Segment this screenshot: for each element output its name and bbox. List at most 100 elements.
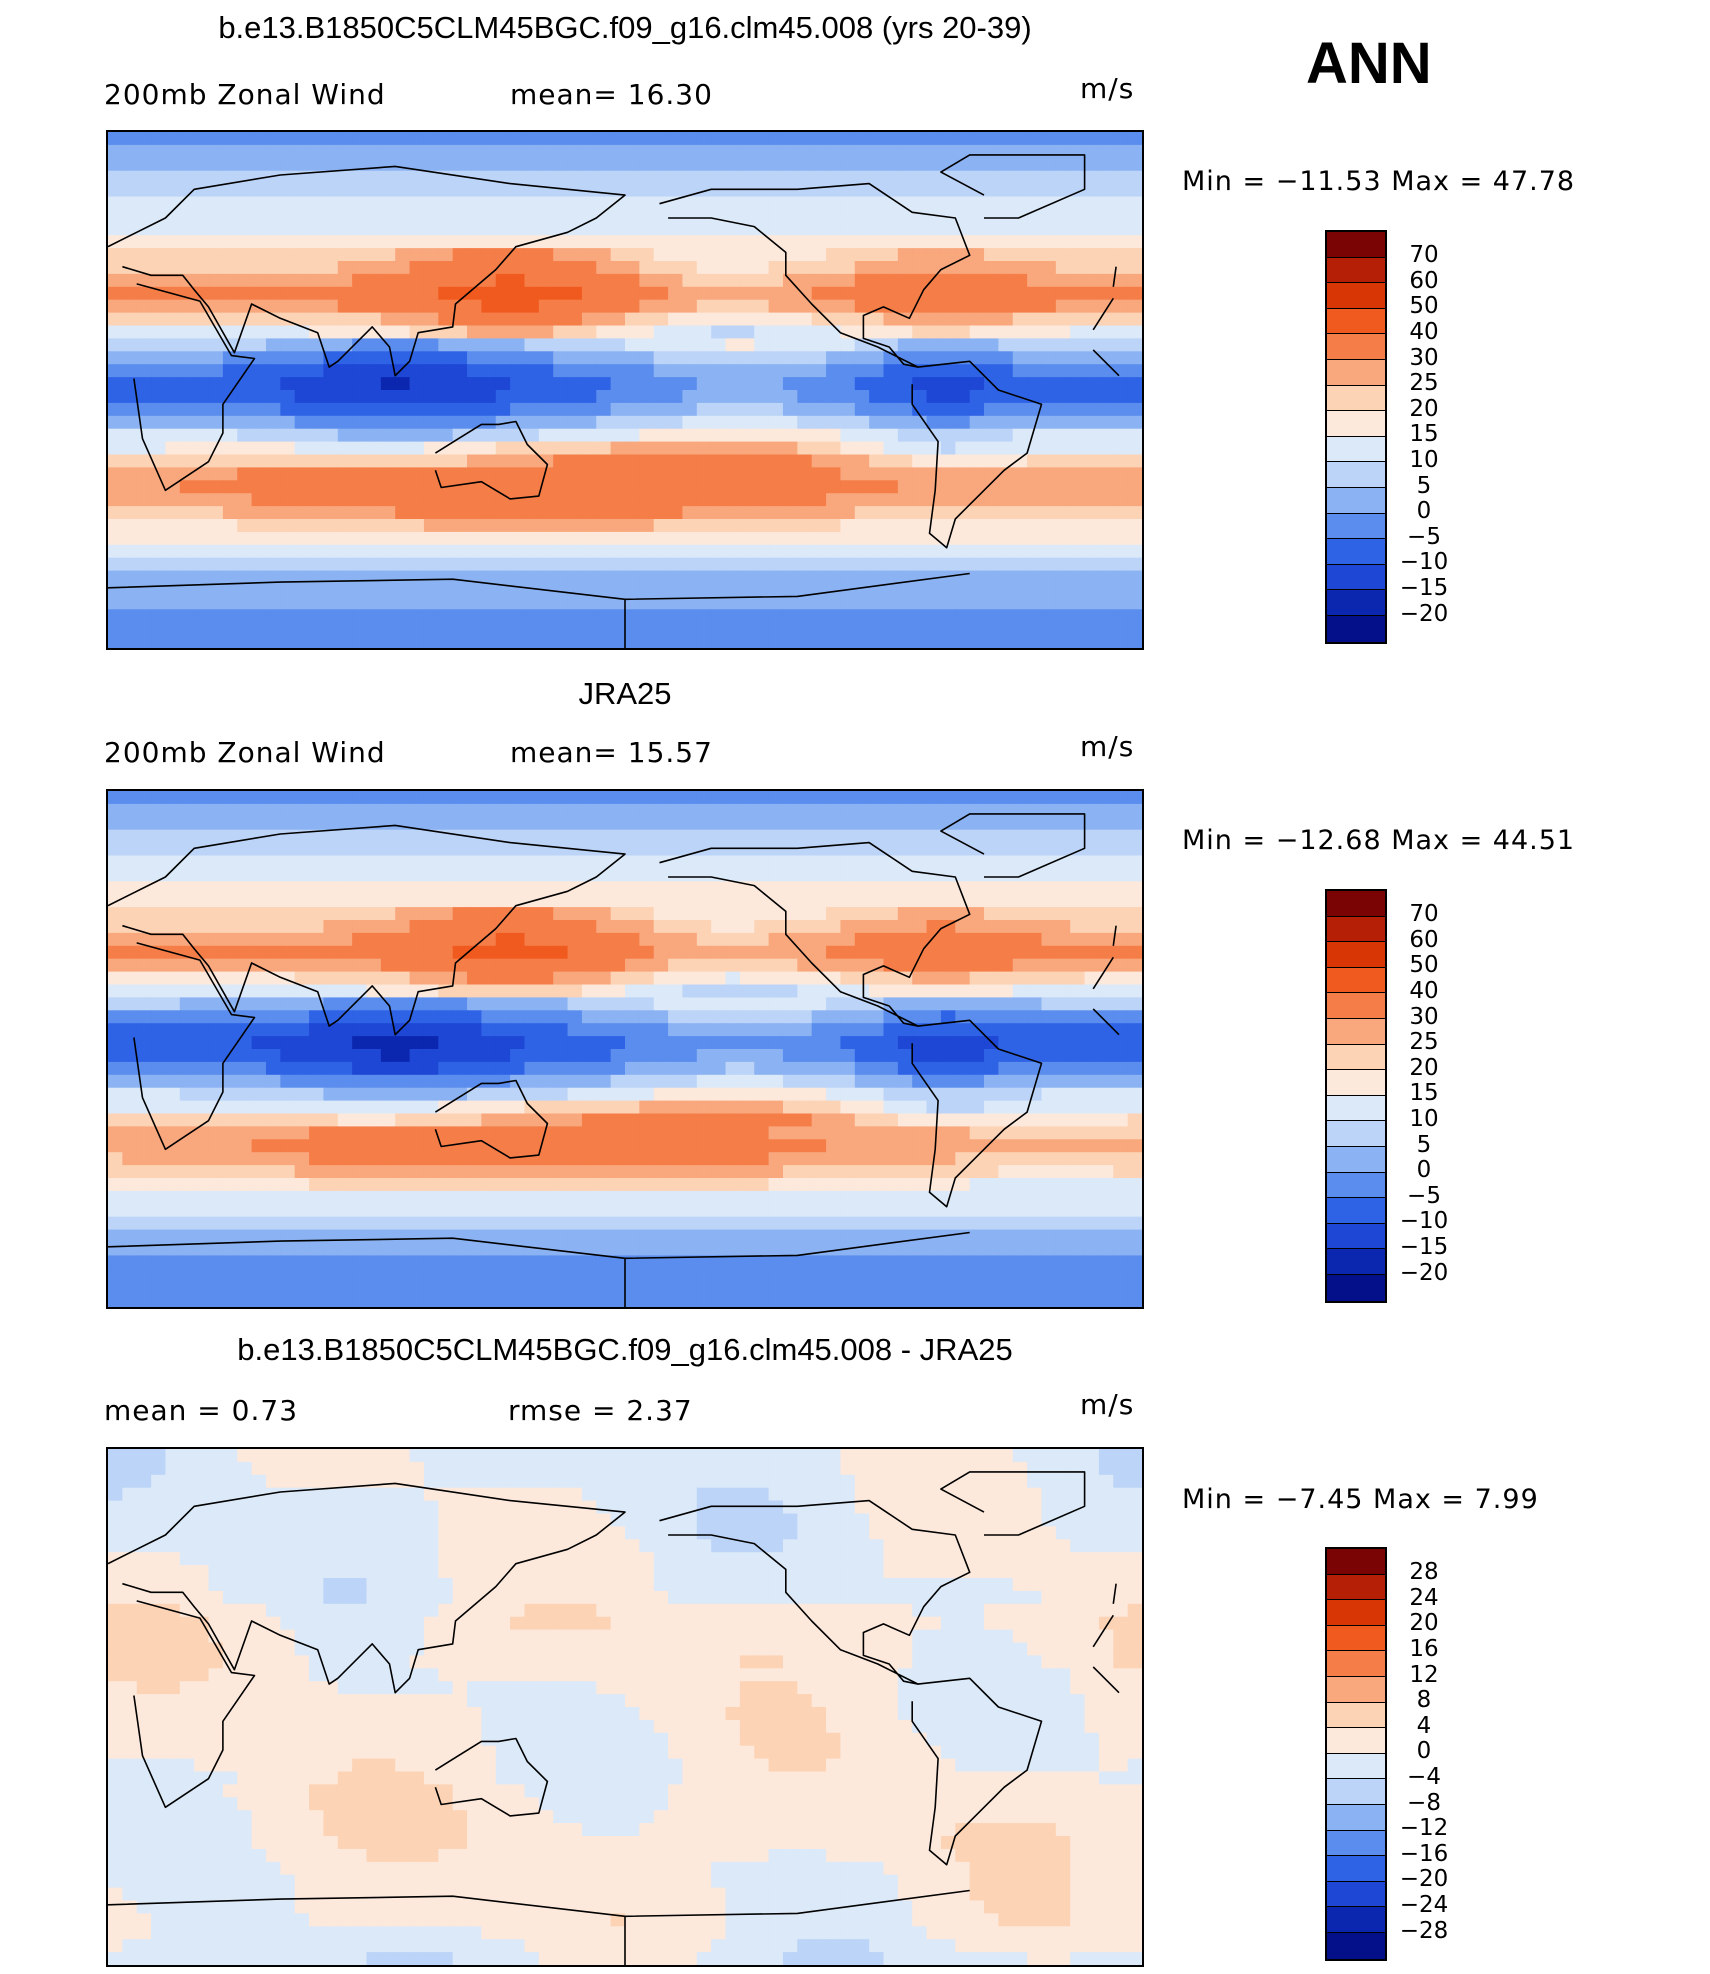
contour-cell xyxy=(208,583,224,597)
contour-cell xyxy=(897,493,913,507)
contour-cell xyxy=(179,454,195,468)
contour-cell xyxy=(840,984,856,998)
contour-cell xyxy=(610,1126,626,1140)
contour-cell xyxy=(897,428,913,443)
contour-cell xyxy=(955,325,971,339)
contour-cell xyxy=(409,493,425,507)
contour-cell xyxy=(596,325,612,339)
contour-cell xyxy=(165,544,181,559)
contour-cell xyxy=(208,351,224,365)
contour-cell xyxy=(237,945,253,960)
contour-cell xyxy=(883,920,899,934)
contour-cell xyxy=(653,1087,669,1102)
contour-cell xyxy=(495,480,511,494)
contour-cell xyxy=(869,868,885,882)
contour-cell xyxy=(811,157,827,172)
contour-cell xyxy=(883,222,899,236)
contour-cell xyxy=(969,531,985,546)
contour-cell xyxy=(467,1087,482,1102)
contour-cell xyxy=(581,480,597,494)
contour-cell xyxy=(668,583,684,597)
contour-cell xyxy=(610,1113,626,1127)
contour-cell xyxy=(553,480,569,494)
contour-cell xyxy=(668,531,684,546)
contour-cell xyxy=(955,791,971,805)
contour-cell xyxy=(481,1113,497,1127)
contour-cell xyxy=(409,1126,425,1140)
contour-cell xyxy=(826,557,842,572)
contour-cell xyxy=(984,493,999,507)
contour-cell xyxy=(251,583,267,597)
contour-cell xyxy=(897,622,913,636)
contour-cell xyxy=(251,261,267,275)
contour-cell xyxy=(237,932,253,947)
contour-cell xyxy=(725,390,741,404)
contour-cell xyxy=(380,144,396,159)
contour-cell xyxy=(452,920,468,934)
contour-cell xyxy=(1070,144,1086,159)
contour-cell xyxy=(998,248,1014,262)
contour-cell xyxy=(366,544,382,559)
contour-cell xyxy=(309,920,325,934)
contour-cell xyxy=(337,286,353,301)
contour-cell xyxy=(194,235,210,249)
contour-cell xyxy=(1113,467,1129,481)
contour-cell xyxy=(280,286,296,301)
contour-cell xyxy=(653,170,669,185)
contour-cell xyxy=(265,1126,281,1140)
contour-cell xyxy=(1070,531,1086,546)
contour-cell xyxy=(581,286,597,301)
contour-cell xyxy=(409,1036,425,1050)
contour-cell xyxy=(309,1113,325,1127)
contour-cell xyxy=(309,1049,325,1063)
contour-cell xyxy=(696,803,712,818)
contour-cell xyxy=(984,958,999,973)
contour-cell xyxy=(352,1087,368,1102)
contour-cell xyxy=(538,544,554,559)
contour-cell xyxy=(481,920,497,934)
contour-cell xyxy=(194,493,210,507)
contour-cell xyxy=(538,1036,554,1050)
contour-cell xyxy=(567,1061,583,1076)
contour-cell xyxy=(352,971,368,986)
contour-cell xyxy=(380,467,396,481)
contour-cell xyxy=(165,222,181,236)
contour-cell xyxy=(280,506,296,520)
contour-cell xyxy=(1027,583,1043,597)
contour-cell xyxy=(768,816,784,831)
contour-cell xyxy=(222,544,238,559)
contour-cell xyxy=(337,1100,353,1115)
contour-cell xyxy=(165,1126,181,1140)
contour-cell xyxy=(1098,157,1114,172)
contour-cell xyxy=(811,364,827,378)
contour-cell xyxy=(136,531,152,546)
contour-cell xyxy=(481,377,497,391)
contour-cell xyxy=(668,1100,684,1115)
contour-cell xyxy=(869,467,885,481)
contour-cell xyxy=(1041,299,1057,314)
contour-cell xyxy=(639,441,655,456)
contour-cell xyxy=(380,196,396,210)
contour-cell xyxy=(826,351,842,365)
contour-cell xyxy=(797,235,813,249)
contour-cell xyxy=(423,609,439,623)
contour-cell xyxy=(1070,1139,1086,1153)
contour-cell xyxy=(854,415,870,430)
contour-cell xyxy=(538,222,554,236)
contour-cell xyxy=(940,791,956,805)
contour-cell xyxy=(366,467,382,481)
contour-cell xyxy=(265,209,281,223)
contour-cell xyxy=(194,170,210,185)
contour-cell xyxy=(222,596,238,610)
contour-cell xyxy=(739,170,755,185)
panel-model-mean-label: mean= 16.30 xyxy=(510,78,713,111)
contour-cell xyxy=(653,312,669,327)
contour-cell xyxy=(883,984,899,998)
contour-cell xyxy=(222,299,238,314)
contour-cell xyxy=(840,480,856,494)
contour-cell xyxy=(1012,144,1028,159)
contour-cell xyxy=(668,261,684,275)
contour-cell xyxy=(1098,402,1114,417)
contour-cell xyxy=(122,945,138,960)
contour-cell xyxy=(481,791,497,805)
